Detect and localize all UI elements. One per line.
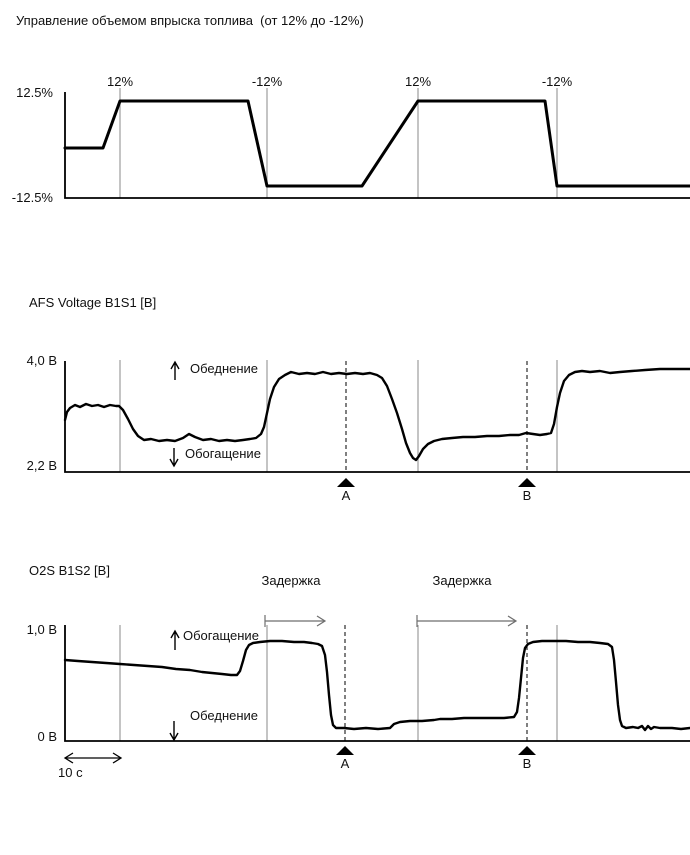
chart2-afs-voltage-layer [63, 360, 690, 487]
chart3-marker-a-label: A [340, 756, 350, 771]
event-label-minus12-1: -12% [251, 74, 283, 89]
chart2-title: AFS Voltage B1S1 [В] [29, 295, 157, 310]
time-scale-arrow-icon [63, 752, 123, 764]
chart2-rich-label: Обогащение [185, 446, 261, 461]
chart2-marker-b-label: B [522, 488, 532, 503]
chart2-ymin-label: 2,2 В [26, 458, 57, 473]
o2s-voltage-direction-arrow-icon [169, 721, 179, 742]
o2s-voltage-waveform [63, 639, 690, 732]
event-label-plus12-1: 12% [106, 74, 134, 89]
o2s-voltage-delay-span-arrow-icon [264, 615, 327, 627]
afs-voltage-axes [64, 361, 690, 473]
chart1-fuel-trim-layer [63, 88, 690, 199]
afs-voltage-marker-triangle-a-icon [337, 478, 355, 487]
chart3-o2s-voltage-layer [63, 615, 690, 764]
o2s-voltage-delay-span-arrow-icon [416, 615, 518, 627]
chart3-ymax-label: 1,0 В [26, 622, 57, 637]
o2s-voltage-marker-triangle-a-icon [336, 746, 354, 755]
chart3-title: O2S B1S2 [В] [29, 563, 110, 578]
fuel-trim-waveform [63, 99, 690, 188]
chart1-title: Управление объемом впрыска топлива (от 1… [16, 13, 364, 28]
o2s-voltage-axes [64, 625, 690, 742]
chart3-ymin-label: 0 В [37, 729, 57, 744]
o2s-voltage-direction-arrow-icon [170, 629, 180, 650]
chart1-ymin-label: -12.5% [11, 190, 53, 205]
chart2-ymax-label: 4,0 В [26, 353, 57, 368]
chart3-rich-label: Обогащение [183, 628, 259, 643]
chart2-lean-label: Обеднение [190, 361, 259, 376]
chart3-marker-b-label: B [522, 756, 532, 771]
time-scale-label: 10 с [58, 765, 83, 780]
delay-label-2: Задержка [432, 573, 492, 588]
o2s-voltage-marker-triangle-b-icon [518, 746, 536, 755]
delay-label-1: Задержка [261, 573, 321, 588]
afs-voltage-direction-arrow-icon [169, 448, 179, 468]
afs-voltage-direction-arrow-icon [170, 360, 180, 380]
afs-voltage-waveform [63, 367, 690, 462]
fuel-trim-axes [64, 92, 690, 199]
event-label-minus12-2: -12% [541, 74, 573, 89]
chart1-ymax-label: 12.5% [16, 85, 53, 100]
chart3-lean-label: Обеднение [190, 708, 259, 723]
event-label-plus12-2: 12% [404, 74, 432, 89]
afs-voltage-marker-triangle-b-icon [518, 478, 536, 487]
chart2-marker-a-label: A [341, 488, 351, 503]
